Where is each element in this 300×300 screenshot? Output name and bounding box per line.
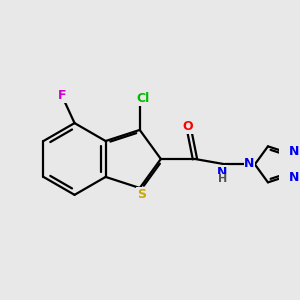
Text: N: N [218, 166, 228, 179]
Text: N: N [289, 145, 300, 158]
Text: N: N [244, 157, 255, 170]
Text: F: F [58, 89, 66, 102]
Text: O: O [182, 120, 193, 133]
Text: Cl: Cl [136, 92, 149, 105]
Text: N: N [289, 171, 300, 184]
Text: H: H [218, 174, 227, 184]
Text: S: S [137, 188, 146, 201]
